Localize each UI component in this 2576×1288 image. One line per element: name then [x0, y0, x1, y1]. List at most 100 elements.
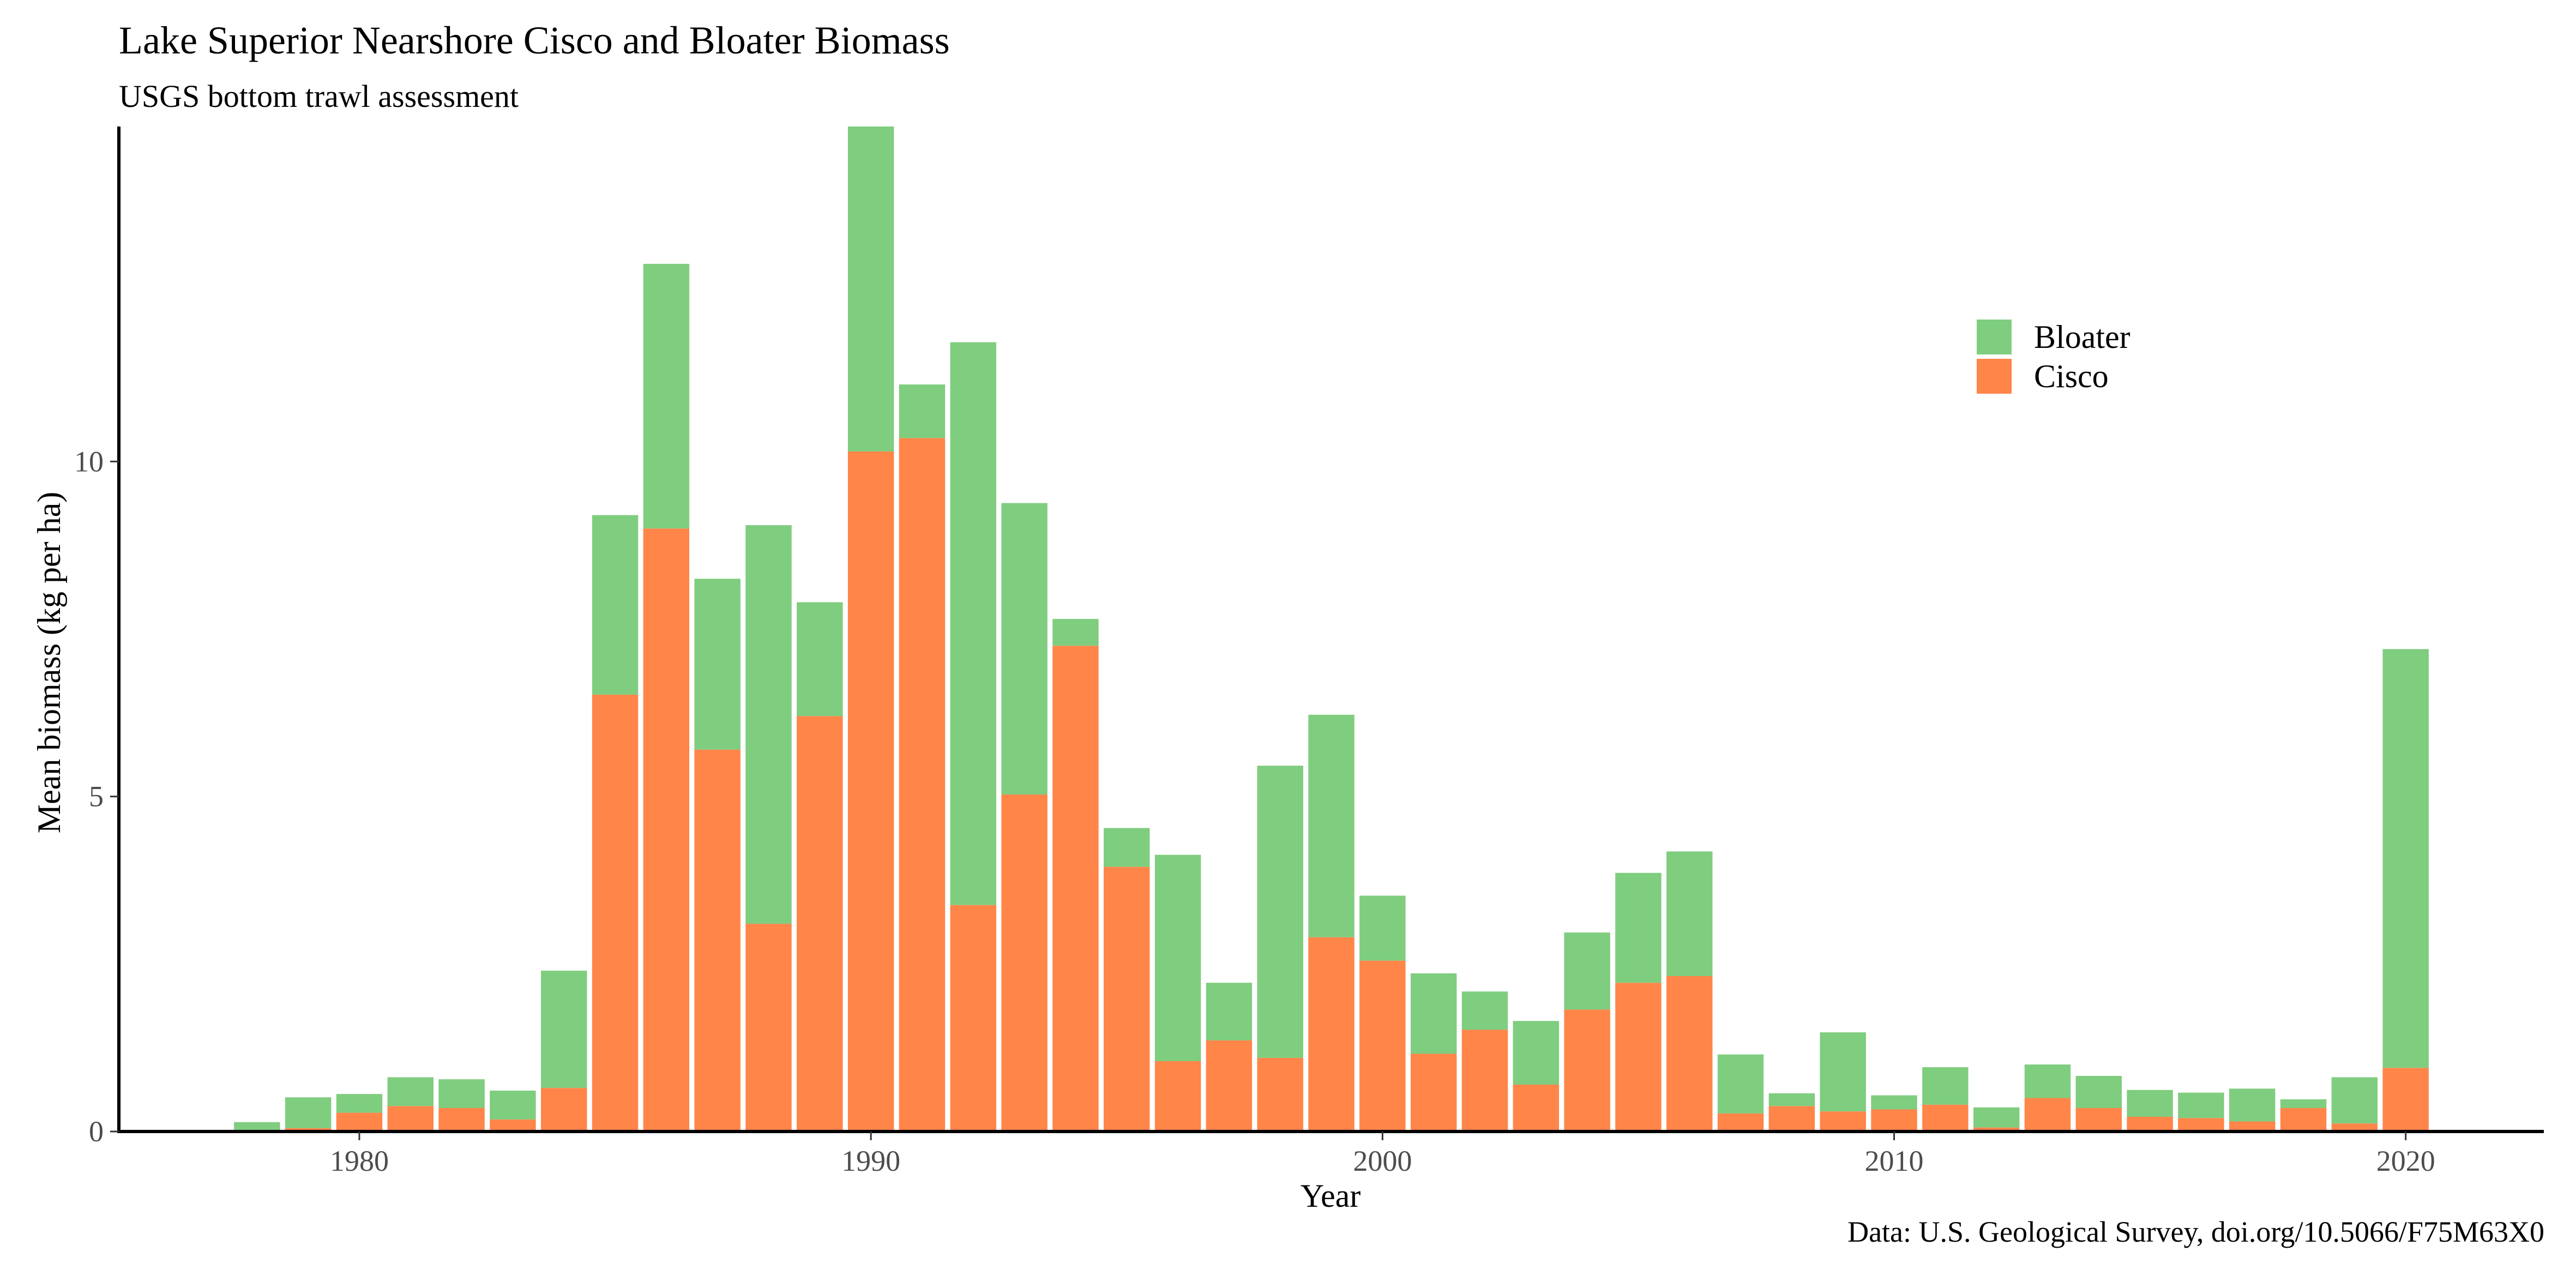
bar-bloater-2015	[2127, 1090, 2173, 1117]
x-axis-title: Year	[1301, 1178, 1361, 1214]
bar-cisco-2012	[1973, 1127, 2020, 1131]
bar-bloater-2001	[1410, 973, 1457, 1054]
bar-bloater-1994	[1052, 619, 1099, 646]
bar-cisco-1993	[1001, 794, 1048, 1131]
bar-cisco-2015	[2127, 1116, 2173, 1131]
bar-bloater-2019	[2331, 1077, 2378, 1124]
bar-bloater-2004	[1564, 932, 1610, 1010]
legend-swatch-bloater	[1977, 320, 2012, 354]
bar-bloater-1981	[387, 1077, 434, 1106]
bar-cisco-1980	[336, 1112, 383, 1131]
bar-cisco-2005	[1615, 983, 1662, 1131]
bar-bloater-2002	[1461, 991, 1508, 1030]
bar-cisco-1989	[797, 716, 843, 1131]
y-tick-label: 10	[74, 445, 104, 478]
bar-cisco-1995	[1104, 866, 1150, 1131]
bar-cisco-1986	[643, 528, 690, 1132]
bar-cisco-2011	[1922, 1104, 1969, 1131]
bar-cisco-2008	[1768, 1106, 1815, 1131]
bar-cisco-2016	[2178, 1118, 2224, 1131]
y-axis-title: Mean biomass (kg per ha)	[31, 492, 67, 833]
bar-bloater-1993	[1001, 503, 1048, 795]
bar-cisco-1991	[899, 438, 946, 1131]
x-tick-label: 2020	[2376, 1145, 2435, 1177]
x-axis-ticks: 1980 1990 2000 2010 2020	[330, 1131, 2435, 1177]
bar-bloater-1980	[336, 1094, 383, 1113]
bar-cisco-1984	[541, 1088, 587, 1131]
bar-bloater-1984	[541, 971, 587, 1088]
bar-bloater-2018	[2280, 1099, 2327, 1108]
bar-bloater-2005	[1615, 872, 1662, 983]
bar-cisco-2010	[1871, 1109, 1917, 1131]
bar-cisco-2003	[1513, 1084, 1559, 1131]
bar-cisco-2019	[2331, 1123, 2378, 1131]
bar-cisco-1992	[950, 905, 996, 1131]
bar-bloater-1978	[234, 1122, 280, 1130]
bar-bloater-2013	[2024, 1064, 2071, 1098]
data-source-caption: Data: U.S. Geological Survey, doi.org/10…	[1847, 1215, 2544, 1248]
bar-bloater-2014	[2075, 1076, 2122, 1108]
bar-cisco-2001	[1410, 1054, 1457, 1131]
bar-bloater-2003	[1513, 1021, 1559, 1085]
bar-cisco-1999	[1308, 937, 1355, 1131]
legend-label-bloater: Bloater	[2034, 319, 2130, 355]
bar-cisco-1990	[847, 451, 894, 1131]
y-tick-label: 0	[89, 1115, 104, 1148]
bar-cisco-1987	[694, 749, 741, 1131]
bar-cisco-2018	[2280, 1108, 2327, 1131]
bar-bloater-1995	[1104, 828, 1150, 867]
bar-bloater-2011	[1922, 1067, 1969, 1105]
bar-cisco-2006	[1666, 976, 1713, 1131]
x-tick-label: 2000	[1353, 1145, 1412, 1177]
bar-bloater-2017	[2229, 1088, 2276, 1122]
bar-group	[234, 127, 2429, 1132]
bar-cisco-1994	[1052, 646, 1099, 1131]
bar-bloater-2016	[2178, 1092, 2224, 1118]
bar-bloater-2006	[1666, 851, 1713, 976]
bar-cisco-2014	[2075, 1108, 2122, 1131]
bar-bloater-1988	[745, 525, 792, 924]
bar-cisco-2017	[2229, 1121, 2276, 1131]
bar-bloater-1985	[592, 515, 639, 695]
bar-cisco-2002	[1461, 1030, 1508, 1131]
bar-cisco-2009	[1820, 1111, 1866, 1131]
bar-bloater-2009	[1820, 1032, 1866, 1112]
bar-bloater-1987	[694, 579, 741, 750]
legend-label-cisco: Cisco	[2034, 358, 2109, 394]
bar-bloater-1992	[950, 342, 996, 905]
bar-bloater-1989	[797, 602, 843, 717]
chart-subtitle: USGS bottom trawl assessment	[119, 79, 519, 114]
bar-bloater-1999	[1308, 714, 1355, 937]
chart-title: Lake Superior Nearshore Cisco and Bloate…	[119, 19, 950, 62]
bar-bloater-2020	[2382, 649, 2429, 1068]
bar-cisco-2020	[2382, 1068, 2429, 1131]
bar-cisco-1982	[438, 1108, 485, 1131]
bar-bloater-2010	[1871, 1095, 1917, 1110]
bar-cisco-2007	[1717, 1113, 1764, 1131]
bar-cisco-2004	[1564, 1009, 1610, 1131]
bar-cisco-1985	[592, 694, 639, 1131]
bar-bloater-1991	[899, 384, 946, 438]
bar-cisco-1998	[1257, 1057, 1303, 1131]
x-tick-label: 1990	[841, 1145, 900, 1177]
bar-cisco-2013	[2024, 1098, 2071, 1131]
bar-cisco-1997	[1206, 1040, 1253, 1131]
bar-cisco-1983	[490, 1119, 536, 1131]
bar-bloater-1998	[1257, 766, 1303, 1058]
bar-bloater-2007	[1717, 1054, 1764, 1114]
y-axis-ticks: 0 5 10	[74, 445, 119, 1148]
bar-cisco-1988	[745, 924, 792, 1131]
bar-bloater-1997	[1206, 983, 1253, 1040]
bar-bloater-2008	[1768, 1093, 1815, 1106]
legend-swatch-cisco	[1977, 359, 2012, 394]
bar-bloater-1996	[1154, 854, 1201, 1061]
bar-bloater-1990	[847, 127, 894, 452]
bar-bloater-2000	[1359, 895, 1406, 961]
bar-bloater-1986	[643, 263, 690, 529]
bar-cisco-2000	[1359, 960, 1406, 1131]
bar-bloater-2012	[1973, 1107, 2020, 1128]
bar-cisco-1981	[387, 1106, 434, 1131]
bar-bloater-1982	[438, 1079, 485, 1108]
bar-cisco-1996	[1154, 1061, 1201, 1131]
